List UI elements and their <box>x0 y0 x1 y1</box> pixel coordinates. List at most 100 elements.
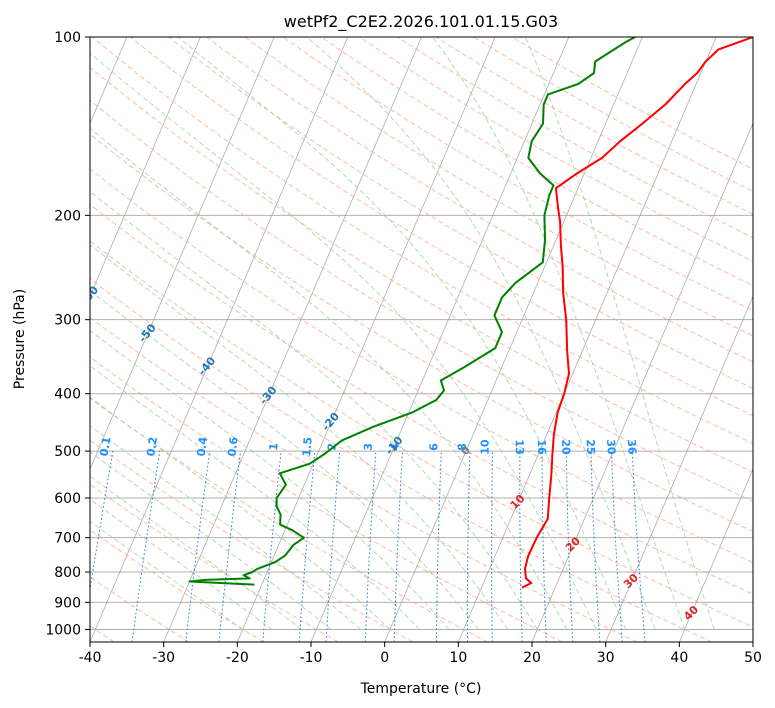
isopleth-labels: 0.10.20.40.611.52346810131620253036-100-… <box>78 283 701 623</box>
x-tick-label-50: 50 <box>744 650 762 666</box>
temperature-profile-line <box>521 37 753 589</box>
mixing-ratio-line-0-4 <box>185 451 211 642</box>
mixing-ratio-label-13: 13 <box>513 439 526 454</box>
dry-adiabat-10 <box>90 397 488 642</box>
mixing-ratio-label-10: 10 <box>479 439 492 455</box>
moist-adiabat-20 <box>90 190 538 630</box>
mixing-ratio-label-0-2: 0.2 <box>144 436 160 457</box>
mixing-ratio-line-1 <box>262 451 282 642</box>
y-axis-label: Pressure (hPa) <box>12 289 28 389</box>
dewpoint-profile-line <box>188 37 636 586</box>
y-tick-label-900: 900 <box>54 595 81 611</box>
mixing-ratio-label-16: 16 <box>535 439 548 455</box>
mixing-ratio-line-1-5 <box>298 451 316 642</box>
mixing-ratio-label-1: 1 <box>267 442 281 451</box>
dry-adiabat-60 <box>90 203 753 595</box>
dry-adiabat-150 <box>244 37 753 337</box>
moist-adiabat--8 <box>90 451 332 630</box>
x-tick-label-m40: -40 <box>79 650 102 666</box>
sounding-profiles <box>188 37 753 589</box>
y-tick-label-100: 100 <box>54 30 81 46</box>
moist-adiabat-4 <box>90 365 420 630</box>
moist-adiabat-44 <box>525 37 715 630</box>
dry-adiabat-80 <box>90 133 753 533</box>
moist-adiabat-32 <box>177 37 627 630</box>
mixing-ratio-line-0-2 <box>131 451 161 642</box>
x-tick-label-m10: -10 <box>300 650 323 666</box>
y-tick-label-1000: 1000 <box>45 622 81 638</box>
dry-adiabat-40 <box>90 278 712 642</box>
mixing-ratio-label-20: 20 <box>559 439 573 455</box>
mixing-ratio-label-6: 6 <box>427 443 440 451</box>
mixing-ratio-label-1-5: 1.5 <box>300 437 315 457</box>
moist-adiabat-36 <box>306 37 656 630</box>
dry-adiabat--20 <box>90 529 264 642</box>
isotherm--30 <box>163 37 422 642</box>
mixing-ratio-label-4: 4 <box>388 442 401 451</box>
x-tick-label-30: 30 <box>597 650 615 666</box>
mixing-ratio-line-36 <box>631 451 646 642</box>
x-axis-label: Temperature (°C) <box>360 681 482 697</box>
y-tick-label-800: 800 <box>54 565 81 581</box>
moist-adiabat-28 <box>90 52 597 630</box>
mixing-ratio-label-0-4: 0.4 <box>195 436 210 457</box>
dry-adiabat-50 <box>90 240 753 628</box>
dry-adiabat-label-m60: -60 <box>78 283 101 307</box>
isotherm-0 <box>384 37 643 642</box>
x-tick-label-10: 10 <box>449 650 467 666</box>
x-tick-label-20: 20 <box>523 650 541 666</box>
y-tick-label-600: 600 <box>54 491 81 507</box>
moist-adiabats <box>90 37 715 630</box>
plot-frame <box>89 36 754 643</box>
mixing-ratio-label-0-6: 0.6 <box>225 436 240 457</box>
moist-adiabat--20 <box>90 520 243 630</box>
y-axis-ticks: 100 200 300 400 500 600 700 800 900 1000 <box>45 30 90 638</box>
y-tick-label-500: 500 <box>54 444 81 460</box>
x-tick-label-m30: -30 <box>152 650 175 666</box>
mixing-ratio-label-25: 25 <box>584 439 598 455</box>
moist-adiabat-8 <box>90 329 450 630</box>
y-tick-label-400: 400 <box>54 387 81 403</box>
dry-adiabat-70 <box>90 168 753 563</box>
isotherm-30 <box>605 295 753 642</box>
mixing-ratio-label-3: 3 <box>362 443 375 451</box>
mixing-ratio-label-36: 36 <box>625 439 639 456</box>
y-tick-label-700: 700 <box>54 531 81 547</box>
isotherm--20 <box>236 37 496 642</box>
x-tick-label-0: 0 <box>380 650 389 666</box>
dry-adiabats <box>90 37 753 642</box>
isotherm--60 <box>90 37 201 298</box>
dry-adiabat-0 <box>90 440 414 642</box>
x-tick-label-m20: -20 <box>226 650 249 666</box>
isotherm--40 <box>90 37 349 642</box>
moist-adiabat-40 <box>431 37 686 630</box>
mixing-ratio-lines <box>90 451 646 642</box>
chart-title: wetPf2_C2E2.2026.101.01.15.G03 <box>284 12 558 32</box>
x-axis-ticks: -40 -30 -20 -10 0 10 20 30 40 50 <box>79 642 762 666</box>
moist-adiabat-16 <box>90 244 509 630</box>
isotherm--50 <box>90 37 275 471</box>
moist-adiabat--4 <box>90 424 361 630</box>
dry-adiabat--10 <box>90 483 339 642</box>
mixing-ratio-label-30: 30 <box>604 439 618 455</box>
mixing-ratio-line-0-1 <box>90 451 114 593</box>
mixing-ratio-label-8: 8 <box>456 443 469 451</box>
isotherm-40 <box>678 468 753 642</box>
dry-adiabat-20 <box>90 356 563 642</box>
isotherm-10 <box>457 37 717 642</box>
dry-adiabat-90 <box>90 99 753 502</box>
y-tick-label-300: 300 <box>54 313 81 329</box>
dry-adiabat-100 <box>90 66 753 473</box>
dry-adiabat-130 <box>168 37 753 389</box>
isobar-gridlines <box>90 37 753 630</box>
x-tick-label-40: 40 <box>670 650 688 666</box>
moist-adiabat-24 <box>90 127 568 630</box>
mixing-ratio-label-0-1: 0.1 <box>97 436 113 457</box>
dry-adiabat-140 <box>206 37 753 363</box>
mixing-ratio-line-0-6 <box>218 451 241 642</box>
plot-area: 0.10.20.40.611.52346810131620253036-100-… <box>78 37 753 642</box>
dry-adiabat-160 <box>282 37 753 312</box>
y-tick-label-200: 200 <box>54 208 81 224</box>
